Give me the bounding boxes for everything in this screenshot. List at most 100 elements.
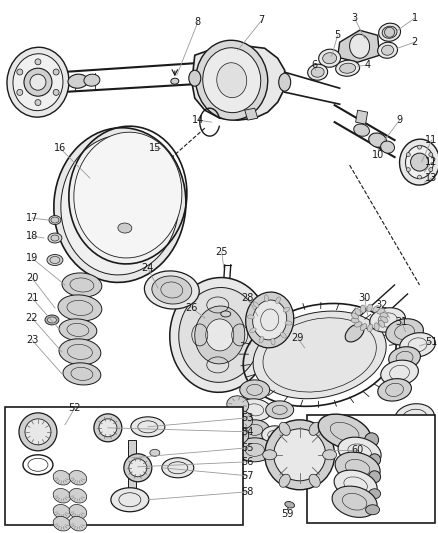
Ellipse shape bbox=[13, 54, 63, 111]
Ellipse shape bbox=[280, 333, 286, 338]
Ellipse shape bbox=[68, 74, 88, 88]
Text: 18: 18 bbox=[26, 231, 38, 241]
Circle shape bbox=[385, 27, 395, 37]
Ellipse shape bbox=[69, 504, 87, 519]
Text: 11: 11 bbox=[425, 135, 438, 145]
Ellipse shape bbox=[250, 328, 256, 333]
Ellipse shape bbox=[262, 426, 288, 444]
Ellipse shape bbox=[354, 124, 370, 136]
Ellipse shape bbox=[253, 300, 287, 340]
Ellipse shape bbox=[47, 255, 63, 265]
Ellipse shape bbox=[369, 133, 386, 147]
Text: 52: 52 bbox=[69, 403, 81, 413]
Text: 4: 4 bbox=[364, 60, 371, 70]
Ellipse shape bbox=[221, 311, 231, 317]
Ellipse shape bbox=[279, 474, 290, 487]
Ellipse shape bbox=[53, 471, 71, 485]
Ellipse shape bbox=[336, 60, 360, 76]
Circle shape bbox=[429, 152, 433, 157]
Ellipse shape bbox=[266, 401, 294, 419]
Ellipse shape bbox=[369, 471, 381, 483]
Ellipse shape bbox=[59, 319, 97, 341]
Text: 25: 25 bbox=[215, 247, 228, 257]
Ellipse shape bbox=[271, 338, 275, 345]
Ellipse shape bbox=[129, 459, 147, 477]
Text: 20: 20 bbox=[26, 273, 38, 283]
Ellipse shape bbox=[54, 128, 186, 282]
Ellipse shape bbox=[367, 324, 373, 332]
Text: 32: 32 bbox=[375, 300, 388, 310]
Circle shape bbox=[410, 153, 428, 171]
Ellipse shape bbox=[377, 309, 385, 314]
Text: 12: 12 bbox=[425, 157, 438, 167]
Ellipse shape bbox=[94, 414, 122, 442]
Ellipse shape bbox=[355, 308, 361, 316]
Ellipse shape bbox=[307, 64, 328, 80]
Ellipse shape bbox=[378, 42, 398, 58]
Ellipse shape bbox=[124, 454, 152, 482]
Ellipse shape bbox=[360, 324, 367, 330]
Ellipse shape bbox=[276, 297, 280, 303]
Ellipse shape bbox=[195, 306, 245, 364]
Text: 56: 56 bbox=[241, 457, 254, 467]
Circle shape bbox=[429, 167, 433, 172]
Text: 8: 8 bbox=[195, 17, 201, 27]
Text: 54: 54 bbox=[241, 427, 254, 437]
Ellipse shape bbox=[179, 287, 261, 382]
Ellipse shape bbox=[253, 311, 386, 399]
Ellipse shape bbox=[170, 278, 270, 392]
Circle shape bbox=[24, 68, 52, 96]
Ellipse shape bbox=[381, 360, 418, 385]
Text: 22: 22 bbox=[26, 313, 38, 323]
Ellipse shape bbox=[406, 146, 434, 179]
Text: 58: 58 bbox=[241, 487, 254, 497]
Text: 60: 60 bbox=[351, 445, 364, 455]
Text: 3: 3 bbox=[352, 13, 358, 23]
Polygon shape bbox=[338, 30, 380, 62]
Ellipse shape bbox=[274, 429, 325, 481]
Circle shape bbox=[17, 90, 23, 95]
Ellipse shape bbox=[45, 315, 59, 325]
Text: 24: 24 bbox=[141, 263, 154, 273]
Ellipse shape bbox=[206, 319, 234, 351]
Ellipse shape bbox=[171, 78, 179, 84]
Ellipse shape bbox=[259, 336, 264, 343]
Polygon shape bbox=[192, 45, 285, 120]
Text: 14: 14 bbox=[192, 115, 204, 125]
Ellipse shape bbox=[231, 411, 253, 429]
Text: 26: 26 bbox=[186, 303, 198, 313]
Ellipse shape bbox=[395, 403, 434, 432]
Ellipse shape bbox=[354, 321, 362, 327]
Ellipse shape bbox=[386, 319, 424, 345]
Ellipse shape bbox=[58, 295, 102, 321]
Text: 19: 19 bbox=[26, 253, 38, 263]
Ellipse shape bbox=[253, 302, 259, 308]
Ellipse shape bbox=[285, 502, 295, 508]
Ellipse shape bbox=[351, 318, 359, 323]
Text: 53: 53 bbox=[241, 413, 254, 423]
Text: 31: 31 bbox=[396, 317, 408, 327]
Circle shape bbox=[17, 69, 23, 75]
Ellipse shape bbox=[381, 450, 395, 459]
Ellipse shape bbox=[69, 489, 87, 503]
Ellipse shape bbox=[84, 74, 100, 86]
Text: 16: 16 bbox=[54, 143, 66, 153]
Ellipse shape bbox=[318, 414, 371, 449]
Ellipse shape bbox=[7, 47, 69, 117]
Ellipse shape bbox=[25, 419, 51, 445]
Text: 55: 55 bbox=[241, 443, 254, 453]
Ellipse shape bbox=[309, 474, 320, 487]
Ellipse shape bbox=[338, 437, 381, 466]
Ellipse shape bbox=[384, 453, 392, 457]
Ellipse shape bbox=[61, 135, 179, 275]
Ellipse shape bbox=[49, 215, 61, 224]
Circle shape bbox=[53, 90, 59, 95]
Ellipse shape bbox=[99, 419, 117, 437]
Ellipse shape bbox=[381, 45, 394, 55]
Ellipse shape bbox=[203, 48, 261, 112]
Ellipse shape bbox=[59, 339, 101, 365]
Ellipse shape bbox=[360, 305, 366, 313]
Ellipse shape bbox=[382, 26, 397, 38]
Text: 30: 30 bbox=[358, 293, 371, 303]
Ellipse shape bbox=[374, 323, 379, 331]
